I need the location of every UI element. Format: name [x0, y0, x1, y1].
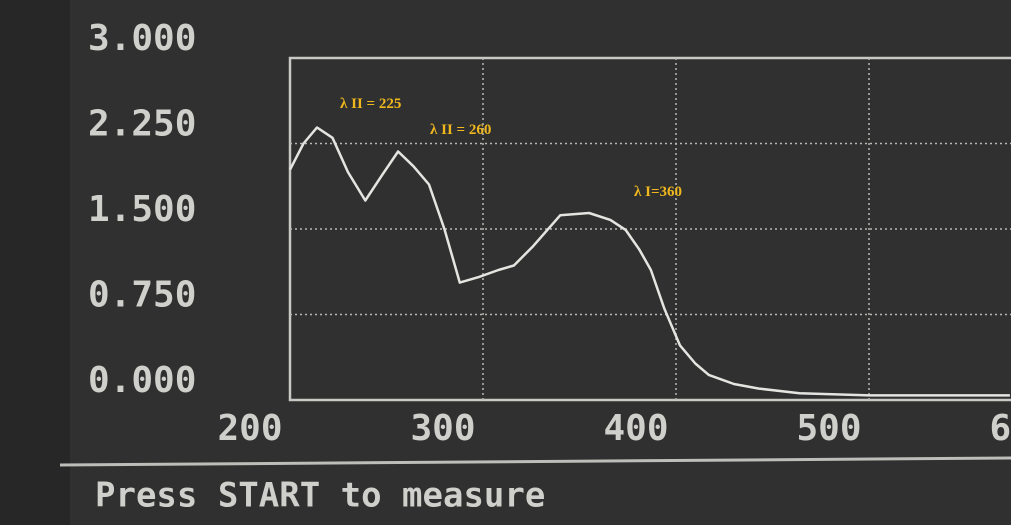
x-tick-label: 500 [796, 408, 861, 449]
y-tick-label: 2.250 [88, 104, 196, 145]
x-tick-label: 200 [217, 408, 282, 449]
x-tick-label: 400 [603, 408, 668, 449]
x-tick-label: 300 [410, 408, 475, 449]
screen-bezel [0, 0, 70, 525]
peak-annotation: λ II = 225 [340, 96, 401, 112]
x-tick-label: 600 [989, 408, 1011, 449]
y-tick-label: 3.000 [88, 18, 196, 59]
y-tick-label: 1.500 [88, 189, 196, 230]
peak-annotation: λ II = 260 [430, 122, 491, 138]
peak-annotation: λ I=360 [634, 184, 682, 200]
y-tick-label: 0.000 [88, 360, 196, 401]
screen: Press START to measure 0.000 0.750 1.500 2.… [0, 0, 1011, 525]
y-tick-label: 0.750 [88, 275, 196, 316]
status-message: Press START to measure [95, 476, 545, 516]
